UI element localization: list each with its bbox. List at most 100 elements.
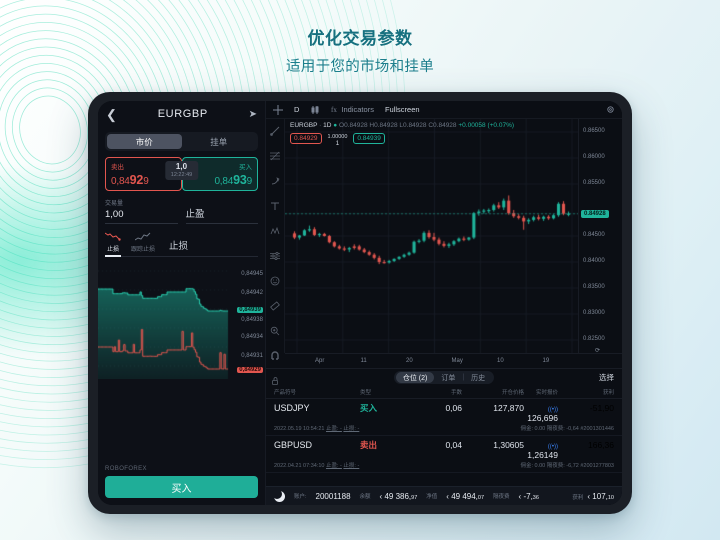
ohlc-open: O0.84928 bbox=[339, 122, 368, 129]
trendline-icon[interactable] bbox=[270, 123, 280, 141]
time-tick-label: 10 bbox=[497, 358, 504, 364]
price-tick-label: 0.85500 bbox=[583, 180, 605, 186]
price-tick-label: 0.84500 bbox=[583, 232, 605, 238]
reset-scale-icon[interactable]: ⟳ bbox=[595, 348, 601, 354]
timeframe-selector[interactable]: D bbox=[294, 105, 300, 114]
positions-tab-group: 仓位 (2) 订单 | 历史 bbox=[393, 371, 495, 384]
row-type: 卖出 bbox=[360, 440, 378, 450]
take-profit-input[interactable]: 止盈 bbox=[185, 206, 258, 224]
measure-icon[interactable] bbox=[270, 298, 280, 316]
balance-cents: 97 bbox=[411, 494, 418, 501]
price-tick-label: 0.83000 bbox=[583, 310, 605, 316]
price-axis[interactable]: 0.86500 0.86000 0.85500 0.84928 0.84500 0.840… bbox=[578, 119, 622, 354]
row-time-sl-tp: 2022.04.21 07:34:10 止盈: - 止损: - bbox=[274, 463, 360, 469]
profit-currency: ‹ bbox=[587, 491, 591, 501]
stop-loss-tabs: 止损 跟踪止损 止损 bbox=[105, 231, 258, 257]
profit-label: 获利 bbox=[572, 494, 584, 501]
live-quote-icon: ((•)) bbox=[547, 407, 558, 413]
select-button[interactable]: 选择 bbox=[599, 373, 614, 382]
spread-badge: 1,0 12:22:49 bbox=[164, 161, 199, 180]
stop-loss-input[interactable]: 止损 bbox=[169, 241, 189, 252]
row-lots: 0,04 bbox=[445, 440, 462, 450]
pin-icon[interactable]: ➤ bbox=[248, 108, 257, 120]
brush-icon[interactable] bbox=[270, 173, 280, 191]
sell-price-lead: 0,84 bbox=[111, 176, 130, 187]
order-panel-footer: ROBOFOREX 买入 bbox=[98, 462, 265, 505]
candlestick-canvas bbox=[285, 119, 578, 353]
positions-panel: 仓位 (2) 订单 | 历史 选择 产品符号 类型 手数 开仓价格 实时报价 获… bbox=[266, 368, 622, 486]
tab-positions[interactable]: 仓位 (2) bbox=[395, 372, 435, 383]
back-chevron-icon[interactable]: ❮ bbox=[106, 106, 117, 122]
zoom-icon[interactable] bbox=[270, 323, 280, 341]
spread-value: 1,0 bbox=[175, 162, 188, 171]
positions-rows: USDJPY 买入 0,06 127,870 ((•)) 126,696 -51,90 20… bbox=[266, 399, 622, 473]
col-live-price: 实时报价 bbox=[535, 390, 558, 396]
swap-amount: -7, bbox=[523, 491, 533, 501]
tab-trailing-stop-label: 跟踪止损 bbox=[131, 247, 156, 253]
tab-trailing-stop[interactable]: 跟踪止损 bbox=[131, 231, 155, 253]
take-profit-field-group: 止盈 bbox=[185, 198, 258, 224]
tick-chart-canvas bbox=[98, 259, 265, 379]
pattern-icon[interactable] bbox=[270, 223, 280, 241]
price-tag-row: 0.84929 1.00000 1 0.84939 bbox=[290, 133, 385, 148]
order-panel-header: ❮ EURGBP ➤ bbox=[98, 101, 265, 127]
moon-icon[interactable] bbox=[272, 488, 285, 502]
row-profit: 166,36 bbox=[588, 440, 614, 450]
magnet-icon[interactable] bbox=[270, 348, 280, 366]
candle-type-icon[interactable] bbox=[310, 105, 320, 115]
candlestick-plot[interactable]: EURGBP · 1D ● O0.84928 H0.84928 L0.84928… bbox=[285, 119, 578, 353]
time-tick-label: 20 bbox=[406, 358, 413, 364]
tab-market-price[interactable]: 市价 bbox=[107, 134, 182, 149]
scale-tag-sub: 1 bbox=[335, 140, 340, 147]
app-screen: ❮ EURGBP ➤ 市价 挂单 卖出 0,84929 买入 0,84939 bbox=[98, 101, 622, 505]
tab-history[interactable]: 历史 bbox=[471, 374, 486, 382]
col-type: 类型 bbox=[360, 390, 372, 396]
volume-field-group: 交易量 1,00 bbox=[105, 198, 178, 224]
row-symbol: GBPUSD bbox=[274, 440, 313, 450]
equity-value: ‹ 49 494,07 bbox=[446, 492, 484, 501]
volume-and-tp-row: 交易量 1,00 止盈 bbox=[105, 198, 258, 224]
promo-headline: 优化交易参数 适用于您的市场和挂单 bbox=[0, 24, 720, 76]
positions-tabs: 仓位 (2) 订单 | 历史 选择 bbox=[266, 369, 622, 386]
lock-icon[interactable] bbox=[270, 373, 280, 391]
equity-cents: 07 bbox=[477, 494, 485, 501]
headline-title: 优化交易参数 bbox=[307, 29, 413, 48]
tab-orders[interactable]: 订单 bbox=[441, 374, 456, 382]
time-axis[interactable]: Apr 11 20 May 10 19 bbox=[285, 353, 622, 368]
table-row[interactable]: USDJPY 买入 0,06 127,870 ((•)) 126,696 -51,90 20… bbox=[266, 399, 622, 436]
text-icon[interactable] bbox=[270, 198, 280, 216]
balance-currency: ‹ bbox=[379, 491, 383, 501]
scale-tag-value: 1.00000 bbox=[327, 134, 348, 140]
buy-button[interactable]: 买入 bbox=[105, 476, 258, 498]
order-panel: ❮ EURGBP ➤ 市价 挂单 卖出 0,84929 买入 0,84939 bbox=[98, 101, 266, 505]
row-live-price: ((•)) 1,26149 bbox=[527, 444, 558, 460]
fib-icon[interactable] bbox=[270, 148, 280, 166]
chart-toolbar: D fx Indicators Fullscreen bbox=[266, 101, 622, 119]
chart-timeframe: 1D bbox=[323, 122, 332, 129]
indicators-button[interactable]: fx Indicators bbox=[331, 105, 374, 114]
crosshair-icon[interactable] bbox=[273, 104, 283, 115]
price-tick-label: 0.86500 bbox=[583, 128, 605, 134]
ruler-settings-icon[interactable] bbox=[270, 248, 280, 266]
col-symbol: 产品符号 bbox=[274, 390, 297, 396]
row-fees-ticket: 佣金: 0.00 隔夜费: -6,72 #2001277803 bbox=[520, 463, 614, 469]
fullscreen-button[interactable]: Fullscreen bbox=[384, 105, 420, 114]
account-value: 20001188 bbox=[315, 491, 351, 501]
tab-stop-loss[interactable]: 止损 bbox=[105, 231, 121, 257]
buy-price-tail: 9 bbox=[246, 176, 253, 187]
table-row[interactable]: GBPUSD 卖出 0,04 1,30605 ((•)) 1,26149 166,36 20… bbox=[266, 436, 622, 473]
emoji-icon[interactable] bbox=[270, 273, 280, 291]
sell-price: 0,84929 bbox=[111, 173, 176, 187]
swap-currency: ‹ bbox=[518, 491, 522, 501]
volume-label: 交易量 bbox=[105, 201, 124, 207]
time-tick-label: 19 bbox=[542, 358, 550, 364]
live-quote-icon: ((•)) bbox=[547, 444, 558, 450]
gear-icon[interactable] bbox=[606, 105, 615, 114]
order-mode-tabs: 市价 挂单 bbox=[105, 132, 258, 151]
balance-amount: 49 386, bbox=[384, 491, 412, 501]
tab-pending-order[interactable]: 挂单 bbox=[210, 136, 228, 147]
price-tick-label: 0.83500 bbox=[583, 284, 605, 290]
chart-ohlc-header: EURGBP · 1D ● O0.84928 H0.84928 L0.84928… bbox=[290, 122, 515, 129]
volume-input[interactable]: 1,00 bbox=[105, 209, 178, 224]
time-tick-label: 11 bbox=[360, 358, 367, 364]
